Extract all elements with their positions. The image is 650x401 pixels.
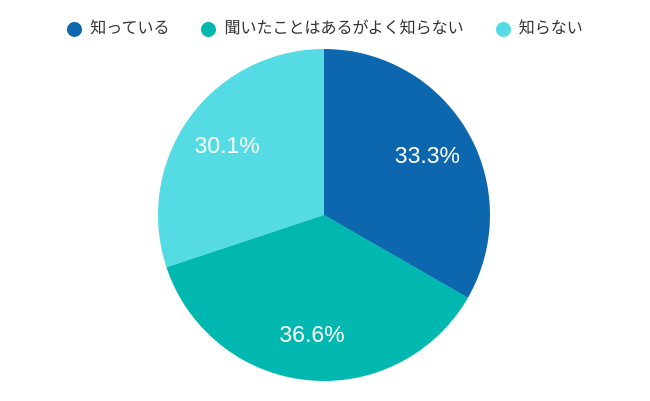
pie-slice-2[interactable] bbox=[158, 49, 324, 268]
legend-label: 知っている bbox=[90, 20, 170, 37]
legend-item-knows[interactable]: 知っている bbox=[67, 20, 169, 38]
pie-slice-0[interactable] bbox=[324, 49, 490, 298]
pie-slice-1[interactable] bbox=[166, 215, 468, 381]
pie-value-label-0: 33.3% bbox=[395, 142, 460, 168]
pie-chart: 33.3% 36.6% 30.1% bbox=[158, 49, 490, 381]
legend-dot-icon bbox=[67, 21, 83, 37]
legend-label: 聞いたことはあるがよく知らない bbox=[224, 20, 464, 37]
legend-item-does-not-know[interactable]: 知らない bbox=[495, 20, 583, 38]
legend-item-heard-but-unfamiliar[interactable]: 聞いたことはあるがよく知らない bbox=[201, 20, 464, 38]
pie-value-label-1: 36.6% bbox=[279, 321, 344, 347]
legend-label: 知らない bbox=[518, 20, 583, 37]
legend-dot-icon bbox=[201, 21, 217, 37]
legend-dot-icon bbox=[495, 21, 511, 37]
pie-value-label-2: 30.1% bbox=[194, 132, 259, 158]
chart-legend: 知っている 聞いたことはあるがよく知らない 知らない bbox=[0, 20, 650, 38]
